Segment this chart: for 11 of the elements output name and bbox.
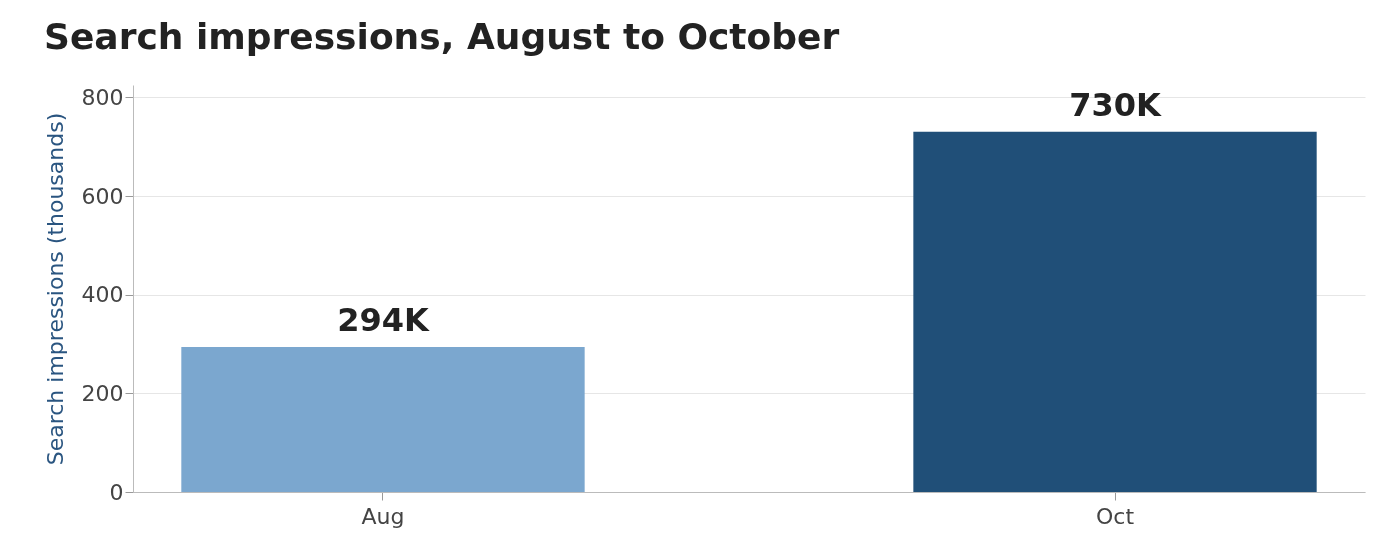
x-tick-label: Oct [1095, 503, 1135, 529]
x-tick-label: Aug [361, 503, 405, 529]
data-label: 294K [337, 300, 430, 339]
chart-title: Search impressions, August to October [44, 16, 840, 57]
y-axis-title: Search impressions (thousands) [42, 112, 68, 466]
y-tick-label: 400 [81, 282, 124, 308]
y-tick-label: 800 [81, 84, 124, 110]
y-tick-label: 0 [109, 479, 124, 505]
y-tick-label: 600 [81, 183, 124, 209]
data-label: 730K [1069, 85, 1163, 124]
y-tick-label: 200 [81, 380, 124, 406]
